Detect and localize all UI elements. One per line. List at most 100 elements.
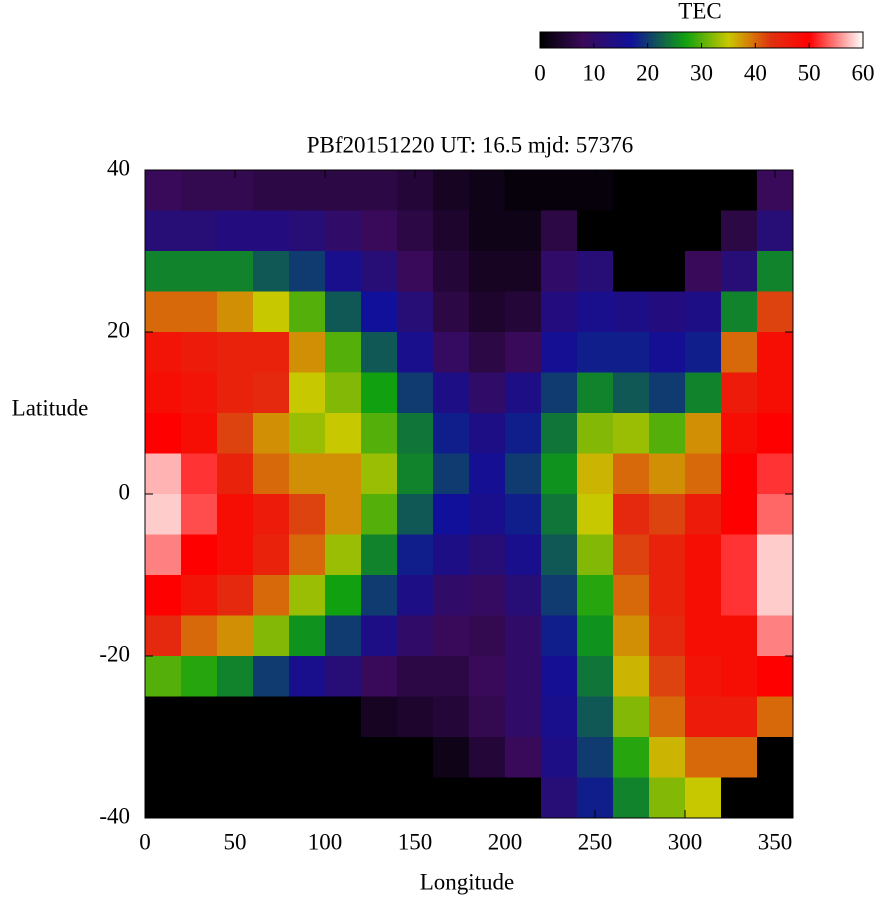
heat-cell <box>685 696 722 738</box>
heat-cell <box>361 372 398 414</box>
y-tick-label: 40 <box>107 155 130 180</box>
heat-cell <box>613 494 650 535</box>
heat-cell <box>361 332 398 373</box>
heat-cell <box>721 534 758 576</box>
heat-cell <box>469 777 506 819</box>
heat-cell <box>649 534 686 576</box>
heat-cell <box>685 494 722 535</box>
heat-cell <box>757 251 794 292</box>
heat-cell <box>721 777 758 819</box>
colorbar-label: TEC <box>678 0 721 23</box>
heat-cell <box>253 453 290 495</box>
heat-cell <box>289 291 326 333</box>
heat-cell <box>541 777 578 819</box>
heat-cell <box>721 737 758 778</box>
heat-cell <box>757 656 794 697</box>
heat-cell <box>253 372 290 414</box>
heat-cell <box>433 372 470 414</box>
heat-cell <box>577 615 614 657</box>
heat-cell <box>541 251 578 292</box>
heat-cell <box>361 575 398 616</box>
heat-cell <box>613 372 650 414</box>
heat-cell <box>289 251 326 292</box>
heat-cell <box>217 534 254 576</box>
heat-cell <box>361 656 398 697</box>
heat-cell <box>757 494 794 535</box>
heat-cell <box>289 453 326 495</box>
heat-cell <box>721 291 758 333</box>
heat-cell <box>613 656 650 697</box>
y-tick-label: -20 <box>99 641 130 666</box>
heat-cell <box>361 737 398 778</box>
heat-cell <box>505 696 542 738</box>
heat-cell <box>361 696 398 738</box>
heat-cell <box>433 413 470 454</box>
heat-cell <box>721 615 758 657</box>
heat-cell <box>757 575 794 616</box>
colorbar-tick-label: 40 <box>744 60 767 85</box>
heat-cell <box>145 372 182 414</box>
heat-cell <box>217 615 254 657</box>
heat-cell <box>433 615 470 657</box>
heat-cell <box>469 170 506 211</box>
heat-cell <box>361 251 398 292</box>
heat-cell <box>613 737 650 778</box>
heat-cell <box>577 534 614 576</box>
heat-cell <box>721 332 758 373</box>
heat-cell <box>397 696 434 738</box>
heat-cell <box>289 737 326 778</box>
heat-cell <box>145 413 182 454</box>
heat-cell <box>325 534 362 576</box>
heat-cell <box>145 615 182 657</box>
heat-cell <box>469 413 506 454</box>
heat-cell <box>685 656 722 697</box>
heat-cell <box>253 291 290 333</box>
heat-cell <box>505 575 542 616</box>
heat-cell <box>181 575 218 616</box>
heat-cell <box>577 372 614 414</box>
heat-cell <box>325 494 362 535</box>
heat-cell <box>469 453 506 495</box>
heat-cell <box>685 332 722 373</box>
heat-cell <box>289 170 326 211</box>
heat-cell <box>253 615 290 657</box>
heat-cell <box>685 291 722 333</box>
heat-cell <box>397 210 434 252</box>
heat-cell <box>721 696 758 738</box>
heat-cell <box>613 170 650 211</box>
heat-cell <box>361 291 398 333</box>
heat-cell <box>361 494 398 535</box>
heat-cell <box>757 332 794 373</box>
heat-cell <box>649 332 686 373</box>
y-tick-label: 0 <box>119 479 131 504</box>
heat-cell <box>181 534 218 576</box>
heat-cell <box>361 413 398 454</box>
heat-cell <box>469 332 506 373</box>
heat-cell <box>217 696 254 738</box>
heat-cell <box>253 534 290 576</box>
heat-cell <box>541 210 578 252</box>
heat-cell <box>217 494 254 535</box>
heat-cell <box>577 575 614 616</box>
heat-cell <box>469 696 506 738</box>
heat-cell <box>397 737 434 778</box>
heat-cell <box>469 494 506 535</box>
heat-cell <box>145 170 182 211</box>
heat-cell <box>289 494 326 535</box>
heat-cell <box>145 534 182 576</box>
heat-cell <box>613 251 650 292</box>
heat-cell <box>757 615 794 657</box>
heat-cell <box>721 251 758 292</box>
heat-cell <box>577 453 614 495</box>
heat-cell <box>181 696 218 738</box>
heat-cell <box>325 251 362 292</box>
heat-cell <box>505 737 542 778</box>
heat-cell <box>685 170 722 211</box>
heat-cell <box>469 737 506 778</box>
heat-cell <box>361 615 398 657</box>
heat-cell <box>397 534 434 576</box>
x-tick-label: 250 <box>578 829 613 854</box>
heat-cell <box>541 453 578 495</box>
heat-cell <box>217 372 254 414</box>
heat-cell <box>613 210 650 252</box>
